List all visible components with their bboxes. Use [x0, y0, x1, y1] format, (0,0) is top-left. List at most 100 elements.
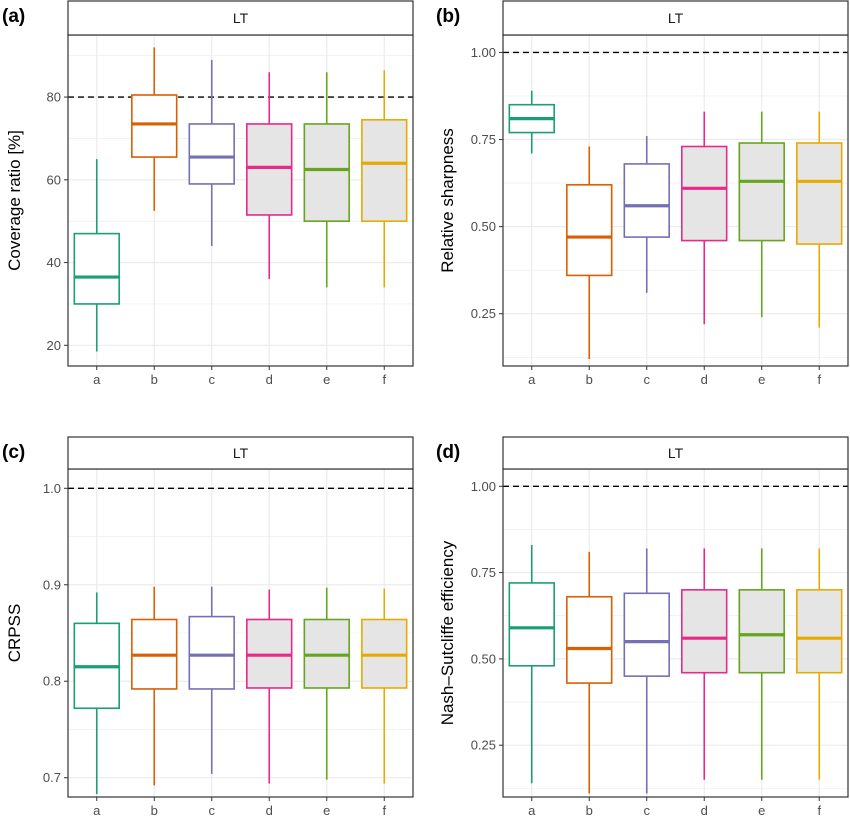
box-e	[303, 72, 350, 288]
y-axis-label: CRPSS	[5, 604, 24, 663]
y-tick-label: 0.7	[43, 770, 61, 785]
y-tick-label: 0.75	[471, 565, 496, 580]
x-tick-label: b	[151, 803, 158, 818]
x-tick-label: c	[644, 372, 651, 387]
box-a	[73, 592, 120, 795]
box-e	[738, 111, 785, 318]
panel-c: LT 0.7 0.8 0.9 1.0 a b c d e f CRPSS (c)	[2, 436, 414, 818]
box-body	[566, 184, 613, 277]
box-d	[246, 72, 293, 280]
box-body	[738, 589, 785, 674]
box-body	[623, 592, 670, 677]
plot-background	[68, 35, 413, 366]
box-b	[131, 47, 178, 211]
facet-strip-label: LT	[233, 445, 249, 461]
x-tick-label: c	[209, 803, 216, 818]
box-body	[73, 232, 120, 305]
box-a	[508, 90, 555, 154]
box-body	[681, 145, 728, 242]
panel-tag: (a)	[2, 6, 25, 27]
box-c	[623, 548, 670, 794]
box-body	[303, 123, 350, 222]
x-tick-label: e	[323, 803, 330, 818]
facet-strip-label: LT	[668, 10, 684, 26]
y-tick-label: 0.25	[471, 306, 496, 321]
box-d	[681, 548, 728, 780]
box-e	[303, 587, 350, 780]
panel-tag: (c)	[2, 442, 25, 463]
x-tick-label: d	[266, 803, 273, 818]
x-tick-label: c	[644, 803, 651, 818]
y-tick-label: 0.50	[471, 219, 496, 234]
box-body	[131, 94, 178, 158]
box-body	[188, 615, 235, 690]
x-tick-label: e	[323, 372, 330, 387]
box-body	[681, 589, 728, 674]
x-tick-label: a	[93, 803, 101, 818]
box-body	[738, 142, 785, 242]
facet-strip	[502, 0, 849, 36]
facet-strip	[502, 436, 849, 470]
y-tick-label: 0.50	[471, 651, 496, 666]
panel-d: LT 0.25 0.50 0.75 1.00 a b c d e f Nash–Sutcliffe e…	[436, 436, 849, 818]
box-body	[566, 595, 613, 684]
y-tick-label: 0.75	[471, 132, 496, 147]
y-tick-label: 1.00	[471, 45, 496, 60]
box-body	[796, 142, 843, 245]
y-axis-label: Nash–Sutcliffe efficiency	[438, 540, 457, 725]
x-tick-label: e	[758, 803, 765, 818]
x-tick-label: f	[382, 803, 386, 818]
facet-strip	[67, 0, 414, 36]
y-tick-label: 1.00	[471, 479, 496, 494]
x-tick-label: b	[151, 372, 158, 387]
x-tick-label: a	[528, 803, 536, 818]
x-tick-label: d	[701, 803, 708, 818]
y-axis-label: Coverage ratio [%]	[5, 130, 24, 271]
y-tick-label: 0.8	[43, 674, 61, 689]
box-a	[73, 159, 120, 352]
facet-strip-label: LT	[233, 10, 249, 26]
box-c	[188, 59, 235, 247]
x-tick-label: b	[586, 803, 593, 818]
box-body	[623, 163, 670, 238]
box-c	[623, 136, 670, 293]
box-b	[131, 586, 178, 786]
y-tick-label: 20	[47, 338, 61, 353]
facet-strip	[67, 436, 414, 470]
box-body	[796, 589, 843, 674]
x-tick-label: b	[586, 372, 593, 387]
box-f	[361, 588, 408, 784]
box-f	[796, 548, 843, 780]
plot-background	[503, 469, 848, 797]
y-tick-label: 1.0	[43, 481, 61, 496]
box-d	[681, 111, 728, 325]
box-b	[566, 551, 613, 794]
x-tick-label: e	[758, 372, 765, 387]
box-body	[508, 582, 555, 667]
x-tick-label: a	[528, 372, 536, 387]
y-tick-label: 80	[47, 90, 61, 105]
facet-strip-label: LT	[668, 445, 684, 461]
x-tick-label: d	[266, 372, 273, 387]
y-tick-label: 0.9	[43, 577, 61, 592]
box-c	[188, 586, 235, 774]
box-body	[361, 119, 408, 222]
y-tick-label: 0.25	[471, 738, 496, 753]
y-axis-label: Relative sharpness	[438, 128, 457, 273]
x-tick-label: f	[817, 372, 821, 387]
box-body	[188, 123, 235, 185]
x-tick-label: d	[701, 372, 708, 387]
x-tick-label: c	[209, 372, 216, 387]
panel-a: LT 20 40 60 80 a b c d e f Coverage ratio [%] (a)	[2, 0, 414, 387]
x-tick-label: a	[93, 372, 101, 387]
x-tick-label: f	[817, 803, 821, 818]
y-tick-label: 60	[47, 172, 61, 187]
panel-tag: (b)	[436, 6, 460, 27]
box-d	[246, 589, 293, 784]
box-b	[566, 146, 613, 360]
x-tick-label: f	[382, 372, 386, 387]
box-f	[796, 111, 843, 328]
box-body	[246, 123, 293, 216]
box-e	[738, 548, 785, 780]
